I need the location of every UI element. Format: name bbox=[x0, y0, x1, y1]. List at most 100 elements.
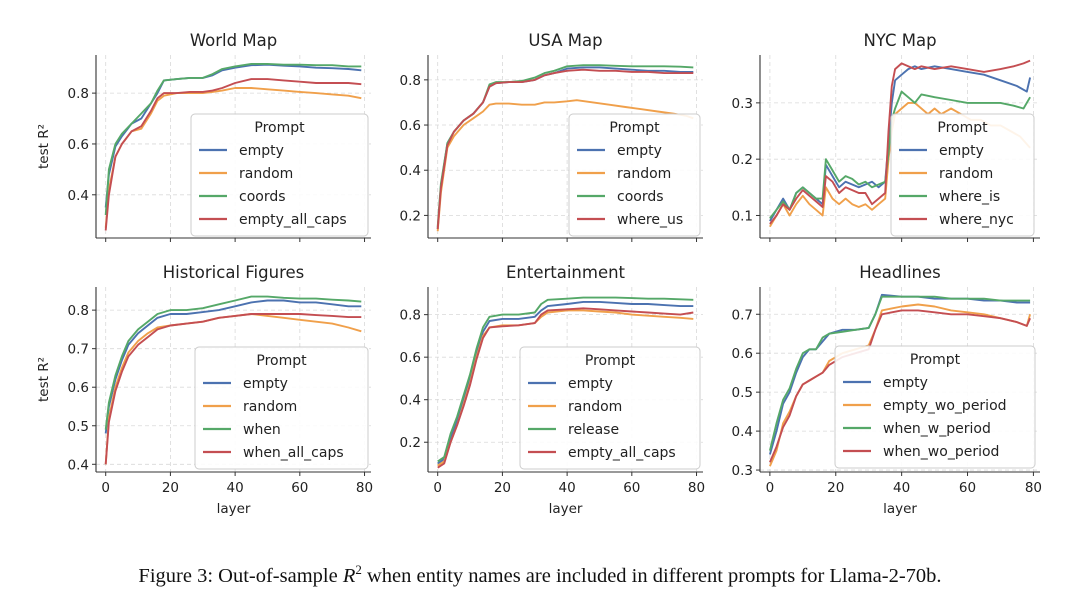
y-tick-label: 0.2 bbox=[732, 152, 753, 168]
legend-label: random bbox=[939, 166, 993, 182]
series-line-where_nyc bbox=[769, 59, 1031, 225]
x-tick-label: 40 bbox=[893, 480, 910, 496]
chart-title: Historical Figures bbox=[163, 263, 305, 282]
legend-title: Prompt bbox=[585, 353, 636, 369]
y-tick-label: 0.6 bbox=[732, 346, 753, 362]
legend-label: where_is bbox=[939, 189, 1000, 205]
y-axis-label: test R² bbox=[36, 357, 52, 402]
legend-label: when bbox=[243, 422, 281, 438]
series-line-when_all_caps bbox=[104, 313, 362, 465]
legend-label: coords bbox=[239, 189, 286, 205]
y-tick-label: 0.1 bbox=[732, 208, 753, 224]
legend-label: empty bbox=[568, 376, 613, 392]
y-tick-label: 0.6 bbox=[400, 350, 421, 366]
series-line-empty_all_caps bbox=[437, 307, 694, 469]
legend-label: empty_all_caps bbox=[239, 212, 347, 228]
legend-box bbox=[190, 113, 369, 237]
chart-panel: 0.4 0.6 0.8 World Map test R² Prompt empty rand… bbox=[36, 31, 371, 242]
chart-title: Entertainment bbox=[506, 263, 626, 282]
series-line-where_is bbox=[769, 90, 1031, 219]
legend-label: random bbox=[617, 166, 671, 182]
legend-title: Prompt bbox=[609, 120, 660, 136]
y-tick-label: 0.3 bbox=[732, 463, 753, 479]
x-tick-label: 0 bbox=[101, 480, 110, 496]
x-axis-label: layer bbox=[217, 501, 251, 517]
legend-label: where_us bbox=[617, 212, 683, 228]
chart-title: NYC Map bbox=[863, 31, 936, 50]
y-tick-label: 0.4 bbox=[732, 424, 753, 440]
legend-box bbox=[890, 113, 1035, 237]
legend-box bbox=[568, 113, 701, 237]
series-line-empty_all_caps bbox=[104, 78, 362, 231]
legend-title: Prompt bbox=[937, 120, 988, 136]
series-line-coords bbox=[104, 62, 362, 216]
y-tick-label: 0.8 bbox=[400, 73, 421, 89]
y-tick-label: 0.6 bbox=[68, 380, 89, 396]
legend-label: random bbox=[243, 399, 297, 415]
legend-label: release bbox=[568, 422, 619, 438]
legend-label: coords bbox=[617, 189, 664, 205]
x-tick-label: 80 bbox=[688, 480, 705, 496]
legend-title: Prompt bbox=[256, 353, 307, 369]
y-tick-label: 0.4 bbox=[400, 393, 421, 409]
legend-label: empty_all_caps bbox=[568, 445, 676, 461]
y-tick-label: 0.3 bbox=[732, 96, 753, 112]
y-tick-label: 0.6 bbox=[68, 137, 89, 153]
x-tick-label: 20 bbox=[162, 480, 179, 496]
series-line-when bbox=[104, 295, 362, 430]
legend-title: Prompt bbox=[254, 120, 305, 136]
series-line-random bbox=[436, 99, 694, 232]
legend-box bbox=[834, 345, 1036, 469]
y-tick-label: 0.5 bbox=[732, 385, 753, 401]
caption-suffix: when entity names are included in differ… bbox=[361, 564, 942, 587]
x-axis-label: layer bbox=[549, 501, 583, 517]
chart-panel: 0.3 0.4 0.5 0.6 0.7 0 20 40 60 80 Headlines layer Pr… bbox=[732, 263, 1042, 517]
chart-panel: 0.2 0.4 0.6 0.8 USA Map Prompt empty random coor… bbox=[400, 31, 703, 242]
x-tick-label: 0 bbox=[433, 480, 442, 496]
legend-title: Prompt bbox=[910, 352, 961, 368]
legend-label: empty bbox=[939, 143, 984, 159]
series-line-when_w_period bbox=[768, 295, 1031, 451]
x-tick-label: 60 bbox=[959, 480, 976, 496]
x-tick-label: 60 bbox=[291, 480, 308, 496]
y-tick-label: 0.2 bbox=[400, 435, 421, 451]
y-tick-label: 0.8 bbox=[68, 86, 89, 102]
legend-label: empty_wo_period bbox=[883, 398, 1007, 414]
y-tick-label: 0.4 bbox=[68, 457, 89, 473]
x-tick-label: 20 bbox=[827, 480, 844, 496]
y-tick-label: 0.4 bbox=[400, 163, 421, 179]
chart-panel: 0.4 0.5 0.6 0.7 0.8 0 20 40 60 80 Historical Figur… bbox=[36, 263, 373, 517]
x-axis-label: layer bbox=[883, 501, 917, 517]
chart-title: Headlines bbox=[859, 263, 941, 282]
legend-label: empty bbox=[883, 375, 928, 391]
legend-label: when_wo_period bbox=[883, 444, 999, 460]
x-tick-label: 80 bbox=[356, 480, 373, 496]
y-tick-label: 0.8 bbox=[68, 303, 89, 319]
y-tick-label: 0.8 bbox=[400, 308, 421, 324]
x-tick-label: 80 bbox=[1025, 480, 1042, 496]
y-axis-label: test R² bbox=[36, 124, 52, 169]
series-line-release bbox=[437, 296, 694, 463]
y-tick-label: 0.4 bbox=[68, 188, 89, 204]
y-tick-label: 0.2 bbox=[400, 208, 421, 224]
chart-title: World Map bbox=[190, 31, 277, 50]
series-line-where_us bbox=[436, 68, 694, 230]
legend-label: empty bbox=[617, 143, 662, 159]
x-tick-label: 40 bbox=[559, 480, 576, 496]
series-line-empty bbox=[437, 300, 694, 465]
x-tick-label: 0 bbox=[766, 480, 775, 496]
caption-exponent: 2 bbox=[355, 562, 362, 577]
chart-panel: 0.2 0.4 0.6 0.8 0 20 40 60 80 Entertainment layer P… bbox=[400, 263, 706, 517]
y-tick-label: 0.7 bbox=[732, 307, 753, 323]
chart-title: USA Map bbox=[528, 31, 602, 50]
y-tick-label: 0.5 bbox=[68, 419, 89, 435]
y-tick-label: 0.7 bbox=[68, 342, 89, 358]
legend-label: empty bbox=[243, 376, 288, 392]
legend-label: random bbox=[568, 399, 622, 415]
legend-box bbox=[519, 346, 701, 470]
caption-r: R bbox=[342, 564, 356, 587]
figure-grid: 0.4 0.6 0.8 World Map test R² Prompt empty rand… bbox=[36, 31, 1042, 517]
legend-box bbox=[194, 346, 369, 470]
chart-panel: 0.1 0.2 0.3 NYC Map Prompt empty random where_i… bbox=[732, 31, 1040, 242]
y-tick-label: 0.6 bbox=[400, 118, 421, 134]
